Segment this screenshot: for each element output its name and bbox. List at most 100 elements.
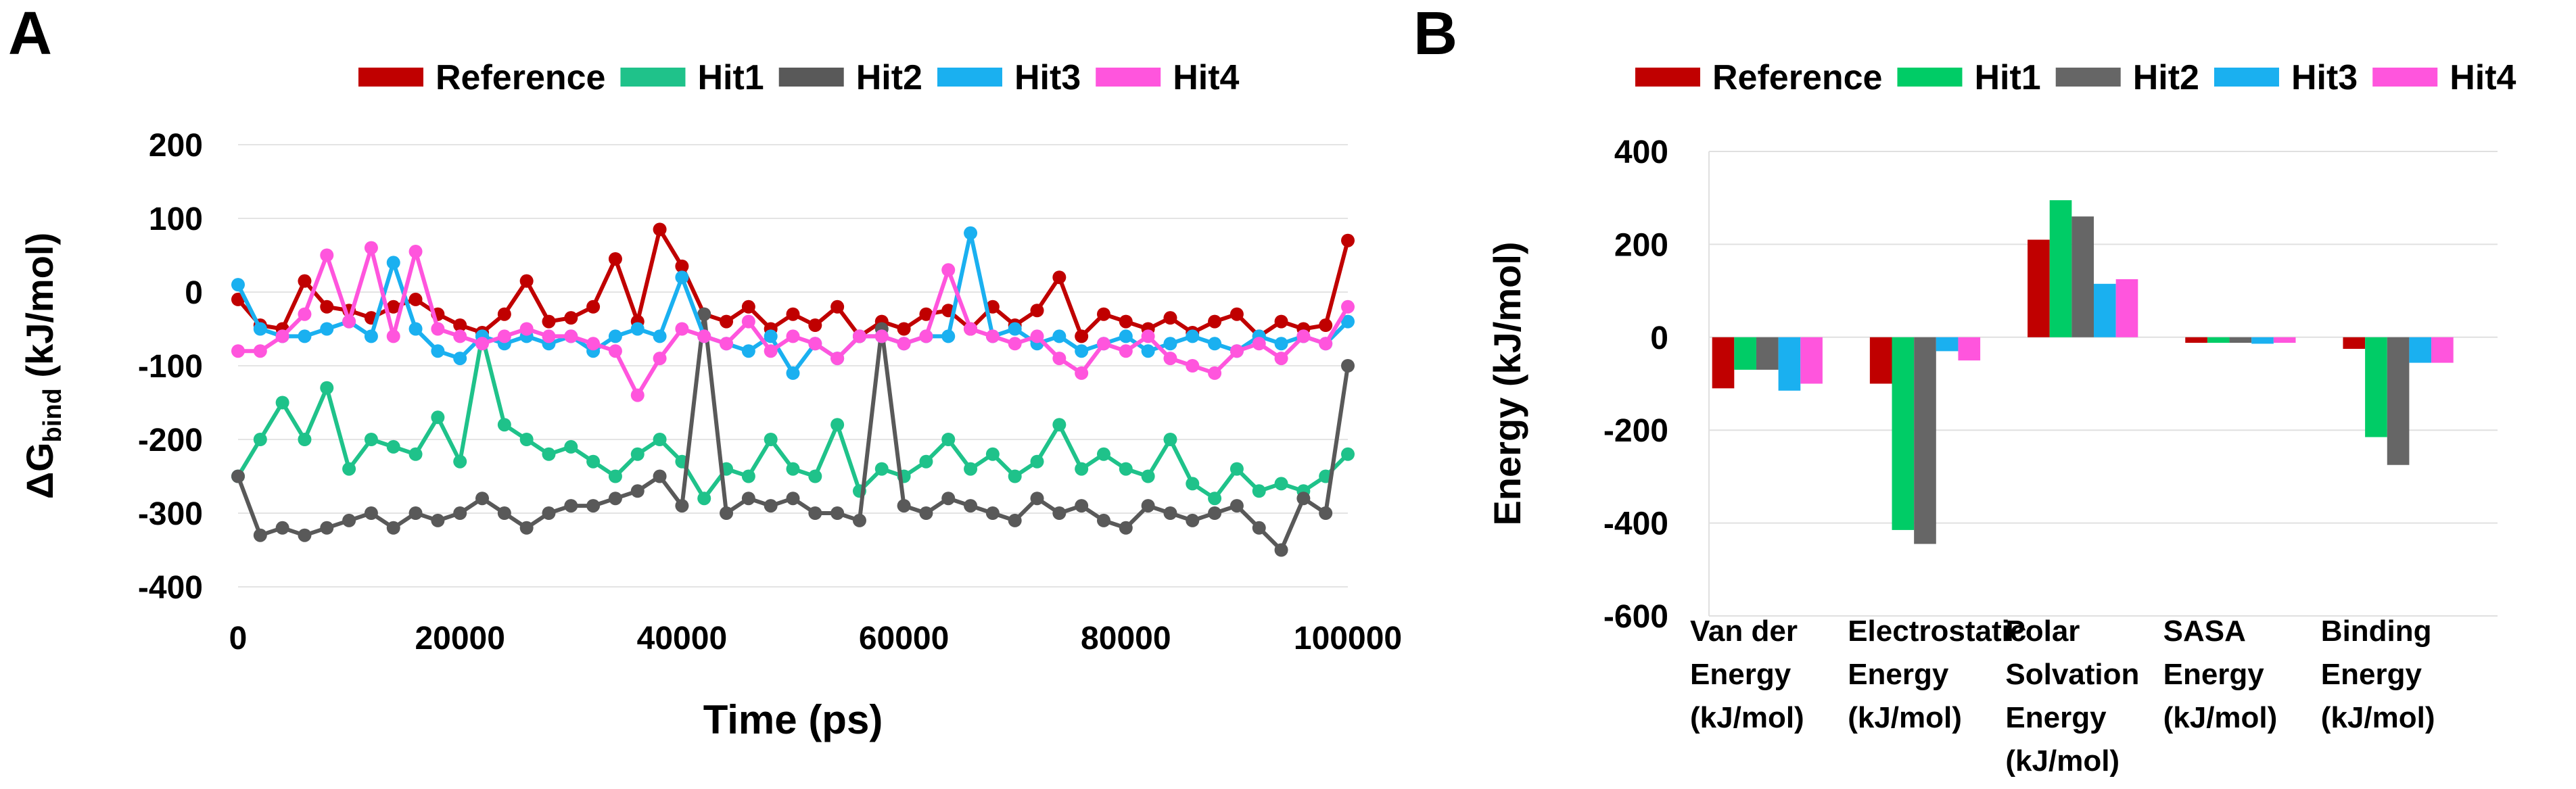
bar — [1892, 337, 1915, 530]
bar — [2273, 337, 2296, 343]
x-tick-label: 60000 — [859, 621, 949, 656]
data-point — [586, 499, 601, 513]
data-point — [1186, 329, 1200, 343]
data-point — [808, 337, 822, 351]
data-point — [919, 307, 933, 321]
data-point — [653, 433, 667, 446]
series-line — [236, 312, 1350, 552]
data-point — [1319, 318, 1333, 333]
data-point — [564, 439, 578, 454]
data-point — [1141, 329, 1155, 343]
data-point — [320, 300, 334, 314]
x-tick-label: 80000 — [1081, 621, 1171, 656]
data-point — [320, 322, 334, 336]
data-point — [852, 513, 866, 527]
data-point — [964, 226, 978, 240]
data-point — [985, 300, 1000, 314]
y-axis-title-part: bind — [39, 388, 67, 442]
data-point — [786, 492, 800, 506]
data-point — [542, 506, 556, 520]
data-point — [1119, 314, 1133, 329]
data-point — [586, 454, 601, 469]
data-point — [1208, 366, 1222, 380]
data-point — [786, 366, 800, 380]
data-point — [431, 344, 445, 358]
y-axis-title: Energy (kJ/mol) — [1486, 241, 1528, 525]
data-point — [586, 300, 601, 314]
data-point — [1296, 492, 1311, 506]
y-axis-title: ΔGbind (kJ/mol) — [18, 233, 67, 499]
data-point — [564, 329, 578, 343]
data-point — [1096, 447, 1110, 461]
legend-swatch — [1635, 68, 1700, 87]
data-point — [608, 492, 622, 506]
data-point — [675, 270, 689, 285]
data-point — [985, 506, 1000, 520]
data-point — [1141, 344, 1155, 358]
data-point — [231, 292, 245, 306]
data-point — [453, 318, 467, 333]
data-point — [741, 314, 755, 329]
data-point — [497, 506, 511, 520]
data-point — [364, 433, 378, 446]
data-point — [830, 300, 845, 314]
data-point — [364, 329, 378, 343]
data-point — [1052, 418, 1067, 432]
data-point — [586, 337, 601, 351]
data-point — [786, 462, 800, 476]
data-point — [1075, 366, 1089, 380]
data-point — [675, 259, 689, 273]
x-tick-label: Van der — [1690, 615, 1798, 648]
x-axis-title: Time (ps) — [703, 697, 883, 742]
data-point — [408, 292, 423, 306]
data-point — [786, 329, 800, 343]
data-point — [630, 484, 645, 498]
legend-label: Hit1 — [1974, 58, 2040, 97]
data-point — [1052, 506, 1067, 520]
data-point — [519, 322, 534, 336]
data-point — [231, 344, 245, 358]
data-point — [542, 329, 556, 343]
data-point — [653, 222, 667, 237]
data-point — [408, 506, 423, 520]
data-point — [897, 322, 911, 336]
legend-swatch — [620, 68, 686, 87]
data-point — [1119, 462, 1133, 476]
data-point — [697, 329, 711, 343]
data-point — [542, 447, 556, 461]
bar — [2049, 200, 2072, 337]
x-tick-label: (kJ/mol) — [2163, 701, 2278, 734]
y-axis-title-part: (kJ/mol) — [18, 233, 61, 388]
data-point — [1008, 513, 1022, 527]
data-point — [1341, 233, 1355, 247]
data-point — [608, 329, 622, 343]
data-point — [386, 329, 400, 343]
x-tick-label: Energy — [1848, 658, 1949, 691]
bar — [1936, 337, 1959, 352]
legend-swatch — [2055, 68, 2121, 87]
data-point — [1075, 462, 1089, 476]
data-point — [941, 263, 956, 277]
bar — [1712, 337, 1735, 389]
data-point — [408, 447, 423, 461]
data-point — [342, 314, 356, 329]
data-point — [720, 314, 734, 329]
data-point — [1119, 521, 1133, 535]
data-point — [1096, 307, 1110, 321]
y-tick-label: -200 — [1603, 413, 1668, 449]
data-point — [852, 329, 866, 343]
data-point — [1208, 314, 1222, 329]
data-point — [1274, 477, 1288, 491]
legend-label: Hit3 — [1014, 58, 1081, 97]
data-point — [542, 314, 556, 329]
data-point — [386, 300, 400, 314]
data-point — [741, 344, 755, 358]
bar — [2251, 337, 2274, 344]
data-point — [1274, 352, 1288, 366]
data-point — [1341, 314, 1355, 329]
legend-swatch — [1096, 68, 1161, 87]
bar — [1800, 337, 1823, 384]
x-tick-label: 100000 — [1294, 621, 1402, 656]
data-point — [275, 521, 289, 535]
data-point — [1186, 359, 1200, 373]
